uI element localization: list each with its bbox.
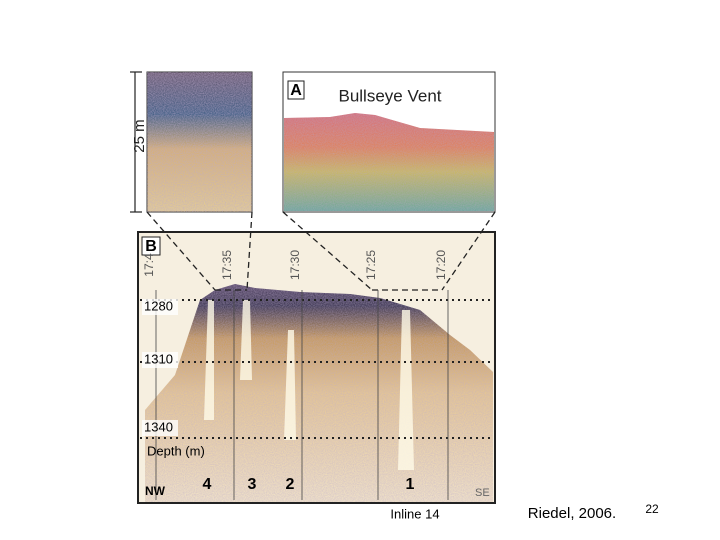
page-number: 22 bbox=[645, 502, 659, 516]
caption: Inline 14 bbox=[390, 506, 439, 521]
direction-right: SE bbox=[475, 487, 490, 499]
direction-left: NW bbox=[145, 484, 166, 498]
vent-plumes bbox=[204, 300, 414, 470]
depth-label-box bbox=[142, 299, 178, 315]
depth-label: 1310 bbox=[144, 351, 173, 366]
time-lines bbox=[155, 290, 449, 500]
vent-label: 3 bbox=[248, 476, 257, 493]
panel-b-label-box bbox=[141, 236, 161, 256]
depth-label-box bbox=[142, 352, 178, 368]
scale-label: 25 m bbox=[131, 119, 148, 152]
depth-label: 1280 bbox=[144, 298, 173, 313]
vent-label: 4 bbox=[203, 476, 212, 493]
depth-axis-title: Depth (m) bbox=[147, 443, 205, 458]
vent-label: 1 bbox=[406, 476, 415, 493]
depth-lines bbox=[140, 299, 493, 439]
vent-label: 2 bbox=[286, 476, 295, 493]
depth-label: 1340 bbox=[144, 419, 173, 434]
scale-bar bbox=[130, 71, 142, 213]
time-label: 17:35 bbox=[220, 250, 234, 280]
panel-a-texture bbox=[284, 113, 494, 211]
time-label: 17:20 bbox=[434, 250, 448, 280]
panel-a-label: A bbox=[290, 82, 302, 99]
citation: Riedel, 2006. bbox=[528, 505, 616, 522]
depth-label-box bbox=[142, 420, 178, 436]
panel-a-label-box bbox=[287, 80, 305, 100]
time-label: 17:4 bbox=[142, 253, 156, 277]
panel-b-label: B bbox=[145, 238, 157, 255]
time-label: 17:30 bbox=[288, 250, 302, 280]
connectors bbox=[146, 211, 496, 291]
panel-a-title: Bullseye Vent bbox=[338, 86, 441, 105]
time-label: 17:25 bbox=[364, 250, 378, 280]
zoom-texture bbox=[147, 72, 252, 212]
